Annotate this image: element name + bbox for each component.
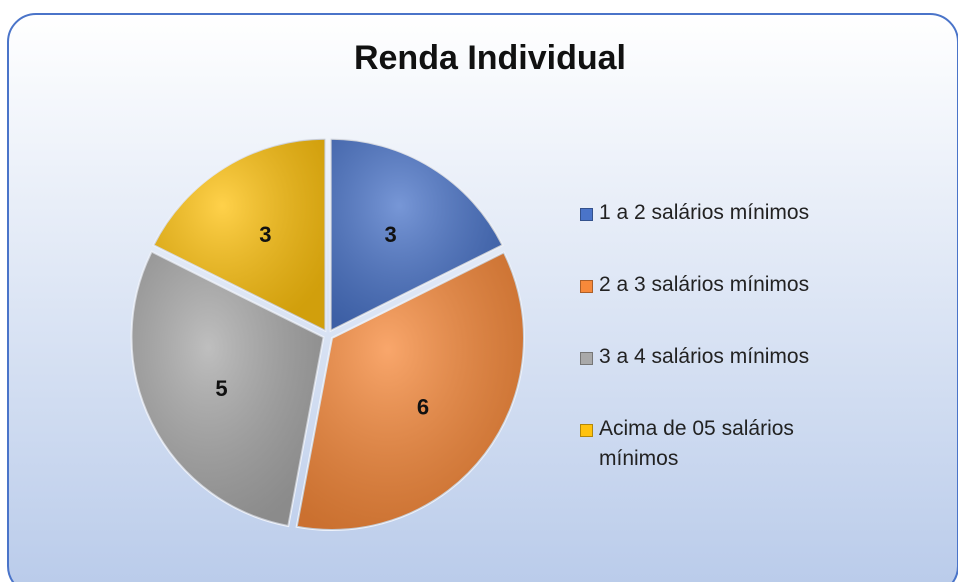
legend-entry: 1 a 2 salários mínimos — [580, 198, 860, 228]
legend-label: 3 a 4 salários mínimos — [599, 345, 810, 368]
legend-swatch — [580, 352, 593, 365]
legend-entry: 3 a 4 salários mínimos — [580, 342, 860, 372]
data-label: 3 — [259, 222, 271, 247]
legend-swatch — [580, 424, 593, 437]
chart-title: Renda Individual — [354, 39, 626, 77]
legend-label: 2 a 3 salários mínimos — [599, 273, 810, 296]
data-label: 3 — [385, 222, 397, 247]
legend: 1 a 2 salários mínimos 2 a 3 salários mín… — [580, 198, 860, 516]
legend-label: 1 a 2 salários mínimos — [599, 201, 810, 224]
legend-entry: 2 a 3 salários mínimos — [580, 270, 860, 300]
legend-swatch — [580, 208, 593, 221]
legend-swatch — [580, 280, 593, 293]
legend-entry: Acima de 05 salários mínimos — [580, 414, 860, 474]
legend-label: Acima de 05 salários mínimos — [599, 417, 794, 470]
data-label: 5 — [215, 376, 227, 401]
data-label: 6 — [417, 395, 429, 420]
